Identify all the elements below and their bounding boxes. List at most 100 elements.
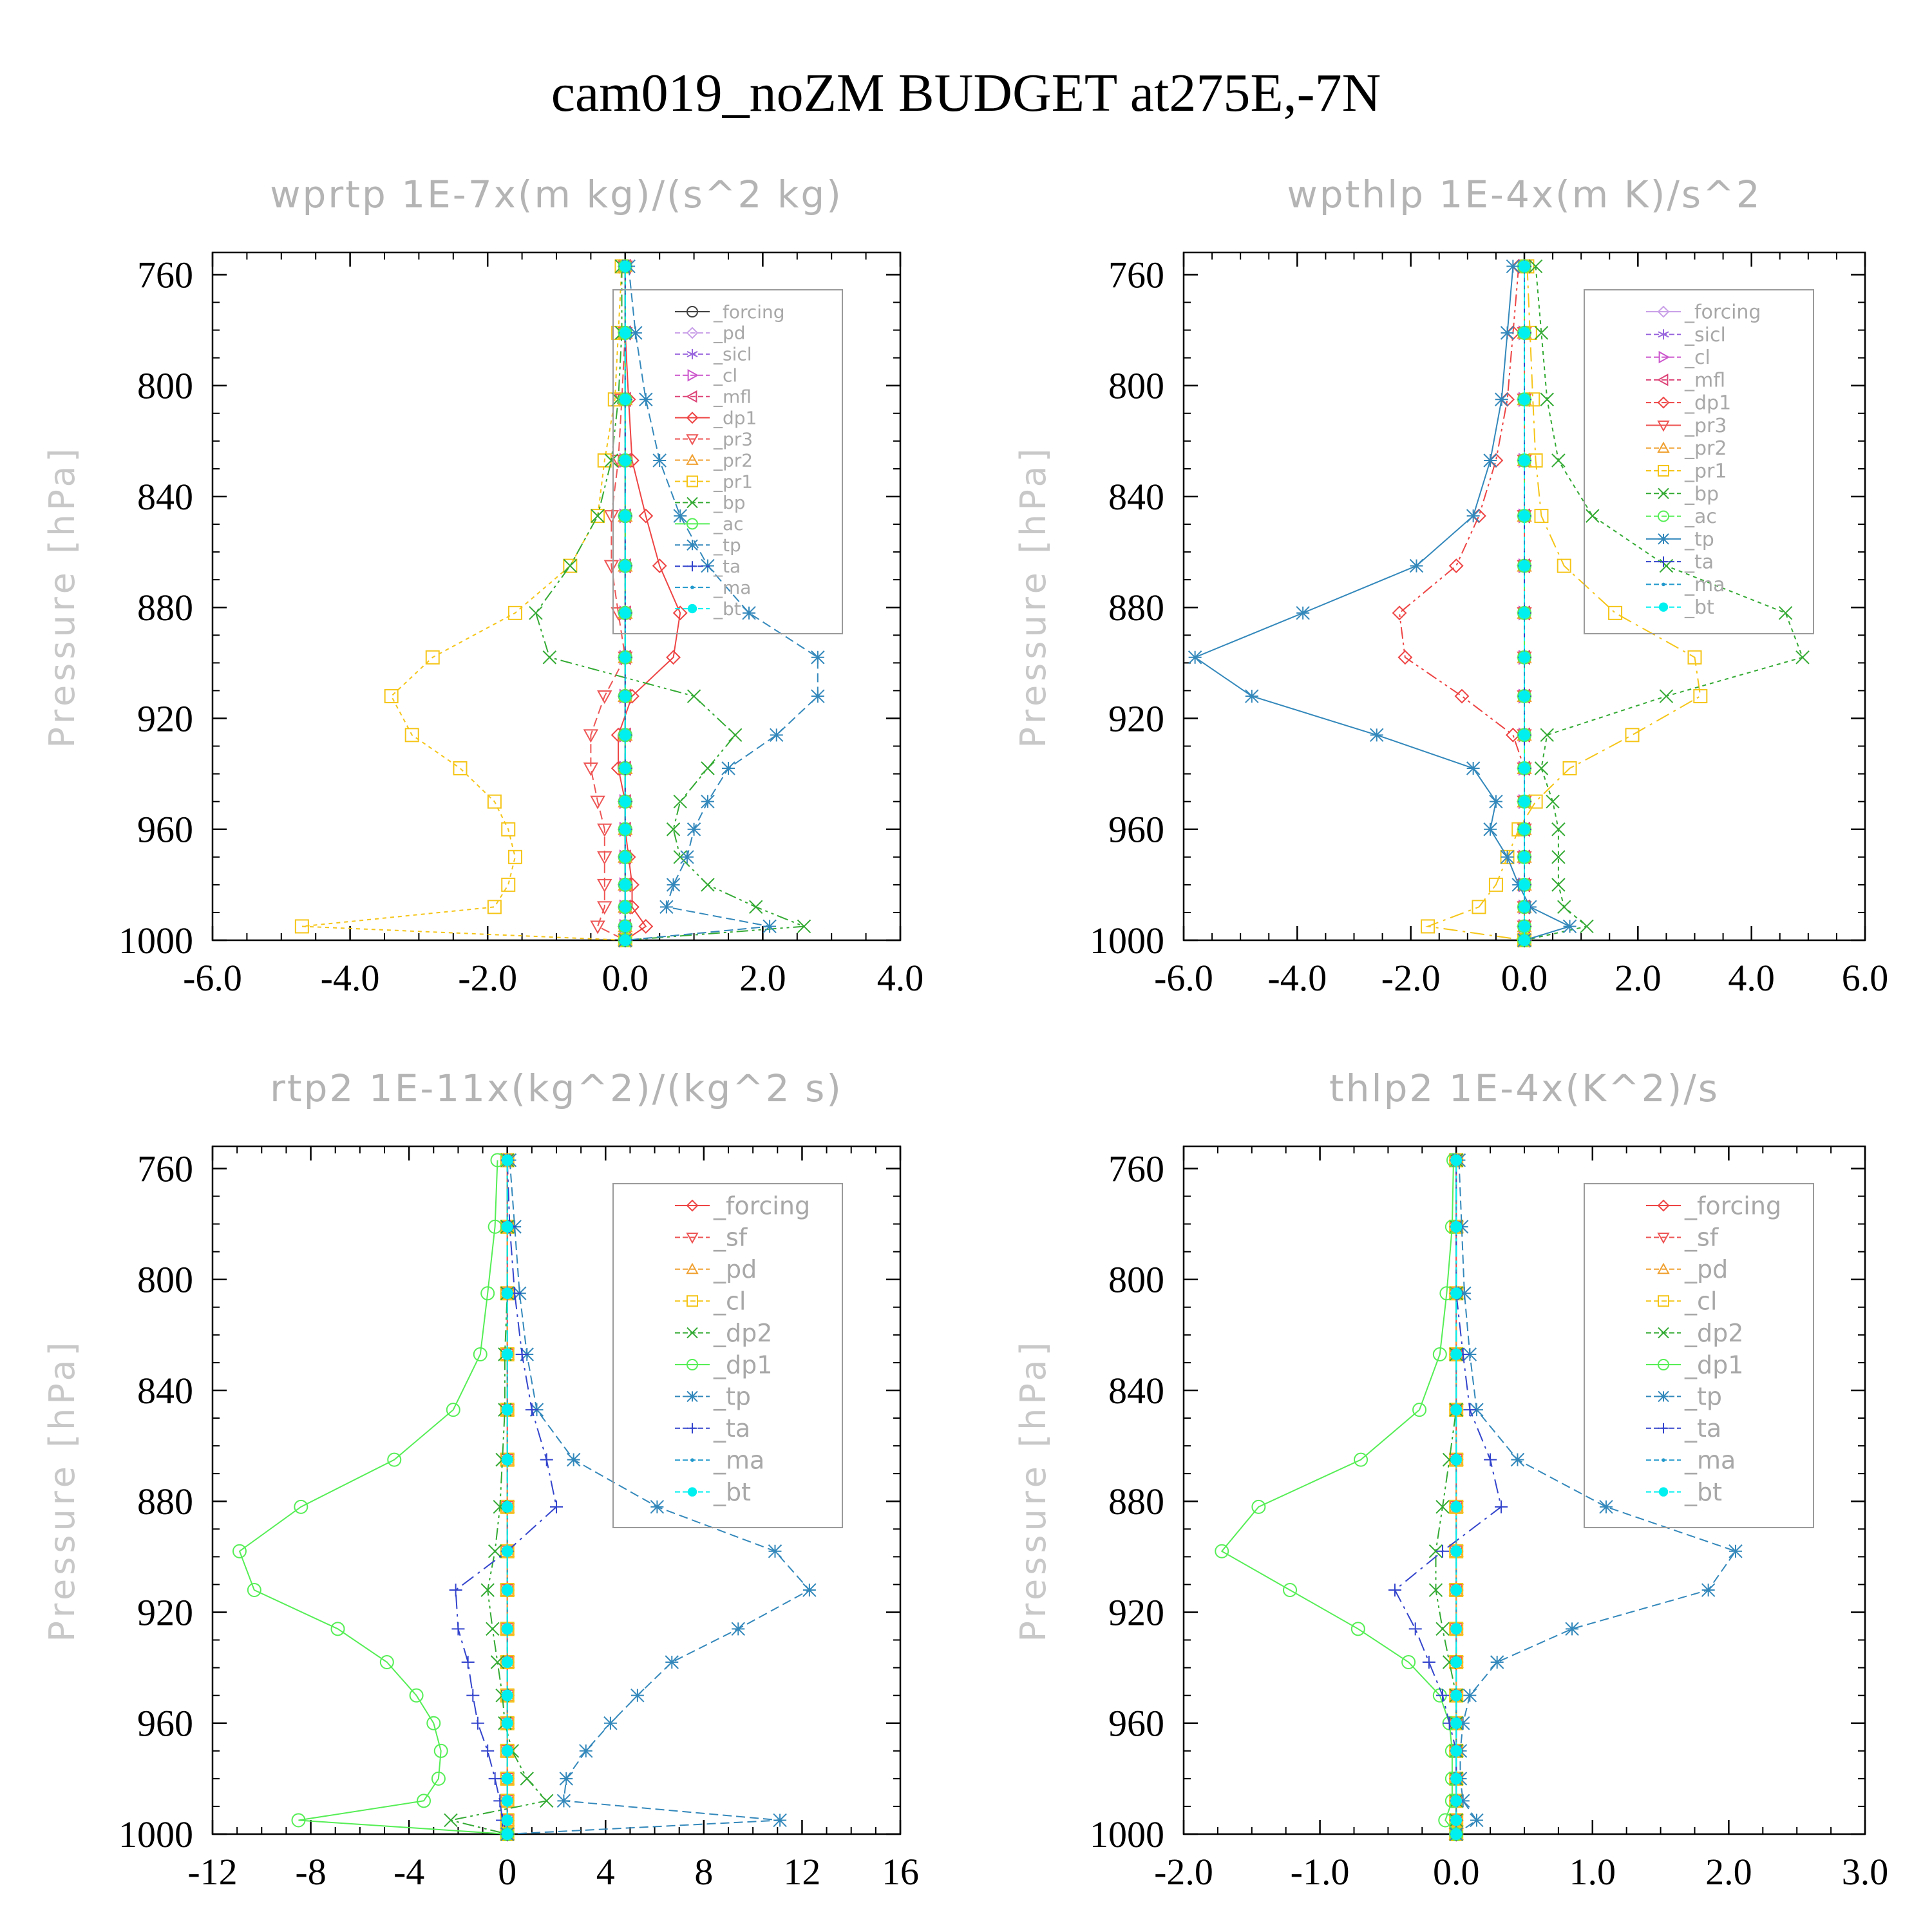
x-tick-label: -4.0 (321, 957, 380, 999)
data-point-bp (1580, 919, 1594, 934)
x-tick-label: 6.0 (1842, 957, 1889, 999)
legend-marker (687, 1390, 698, 1403)
data-point-ta (1388, 1584, 1401, 1597)
data-point-bp (701, 761, 715, 775)
y-tick-label: 880 (1108, 587, 1164, 629)
data-point-tp (673, 509, 687, 523)
data-point-dp1 (1505, 727, 1520, 743)
data-point-tp (1483, 453, 1497, 468)
data-point-bp (1534, 761, 1549, 775)
data-point-bt (1519, 393, 1530, 406)
data-point-dp1 (1350, 1622, 1365, 1636)
data-point-bt (1519, 878, 1530, 891)
data-point-bt (1450, 1689, 1463, 1701)
data-point-bt (1450, 1545, 1463, 1557)
series-line-dp1 (1220, 1160, 1457, 1835)
data-point-tp (1489, 794, 1503, 809)
legend-entry: _tp (1684, 1383, 1722, 1411)
y-tick-label: 800 (137, 365, 193, 407)
y-tick-label: 1000 (1090, 1814, 1164, 1855)
data-point-tp (630, 1688, 645, 1703)
series-line-tp (1193, 266, 1572, 941)
legend-entry: _forcing (1684, 1191, 1781, 1220)
data-point-bp (728, 728, 743, 743)
data-point-pr3 (597, 851, 612, 865)
x-tick-label: -2.0 (1154, 1851, 1213, 1893)
series-line-dp2 (450, 1160, 548, 1835)
data-point-bp (797, 919, 811, 934)
x-tick-label: -4.0 (1267, 957, 1327, 999)
data-point-bt (501, 1404, 513, 1416)
data-point-bp (666, 822, 681, 837)
data-point-tp (1599, 1500, 1613, 1514)
data-point-tp (556, 1794, 571, 1808)
data-point-bt (1519, 454, 1530, 466)
data-point-dp1 (232, 1544, 247, 1558)
data-point-ta (461, 1656, 475, 1669)
x-tick-label: -6.0 (183, 957, 242, 999)
y-tick-label: 1000 (1090, 920, 1164, 961)
legend-marker (1658, 1487, 1669, 1497)
data-point-tp (1409, 558, 1424, 573)
data-point-bp (1551, 878, 1566, 892)
data-point-pr1 (507, 849, 522, 864)
data-point-pr1 (1421, 919, 1435, 934)
data-point-dp2 (488, 1544, 502, 1558)
data-point-bp (687, 689, 701, 703)
legend-marker (687, 1359, 698, 1370)
x-tick-label: -8 (295, 1851, 326, 1893)
data-point-tp (1456, 1794, 1470, 1808)
data-point-tp (639, 392, 653, 406)
x-tick-label: -6.0 (1154, 957, 1213, 999)
data-point-tp (1510, 1452, 1525, 1467)
data-point-dp1 (417, 1794, 431, 1808)
data-point-ta (1484, 1453, 1497, 1466)
data-point-bt (619, 327, 631, 339)
data-point-bt (1450, 1501, 1463, 1513)
data-point-bt (1519, 651, 1530, 663)
data-point-bp (1551, 850, 1566, 864)
data-point-pr3 (597, 823, 612, 837)
data-point-pr1 (1534, 509, 1549, 524)
data-point-bt (501, 1584, 513, 1596)
data-point-pr1 (501, 822, 516, 837)
data-point-bt (1519, 510, 1530, 522)
data-point-bt (501, 1656, 513, 1668)
data-point-bp (1551, 453, 1566, 468)
legend-marker (687, 561, 697, 572)
series-line-dp1 (1398, 266, 1525, 940)
data-point-pr3 (590, 795, 605, 810)
data-point-dp2 (490, 1655, 505, 1669)
data-point-bt (619, 651, 631, 663)
data-point-dp1 (387, 1452, 402, 1467)
data-point-bt (501, 1154, 513, 1166)
legend-entry: _ma (1684, 1446, 1736, 1475)
data-point-dp1 (480, 1286, 495, 1301)
data-point-tp (742, 606, 756, 620)
legend-entry: _pr1 (713, 471, 753, 492)
panel-title: thlp2 1E-4x(K^2)/s (1329, 1066, 1719, 1110)
plot-frame (211, 1145, 902, 1835)
series-group (1215, 1152, 1743, 1842)
legend-marker (687, 1487, 697, 1497)
data-point-dp2 (486, 1622, 500, 1636)
data-point-bt (501, 1220, 513, 1233)
data-point-bt (1450, 1772, 1463, 1785)
data-point-tp (1500, 326, 1515, 340)
x-tick-label: 0 (498, 1851, 516, 1893)
data-point-dp1 (652, 558, 667, 574)
legend: _forcing _sf _pd _cl _dp2 _dp1 _tp _ta _ma _bt (1584, 1183, 1814, 1528)
legend-marker (687, 539, 698, 551)
x-tick-label: 2.0 (739, 957, 786, 999)
data-point-dp1 (1215, 1544, 1229, 1558)
data-point-bt (1450, 1814, 1463, 1826)
legend-marker (686, 327, 699, 339)
legend-marker (1658, 602, 1669, 612)
x-tick-label: 2.0 (1705, 1851, 1752, 1893)
data-point-ta (1436, 1544, 1450, 1558)
data-point-tp (1245, 689, 1259, 703)
legend-marker (1658, 465, 1669, 477)
data-point-bt (1519, 729, 1530, 741)
y-tick-label: 840 (137, 476, 193, 518)
data-point-pr1 (1562, 761, 1577, 775)
